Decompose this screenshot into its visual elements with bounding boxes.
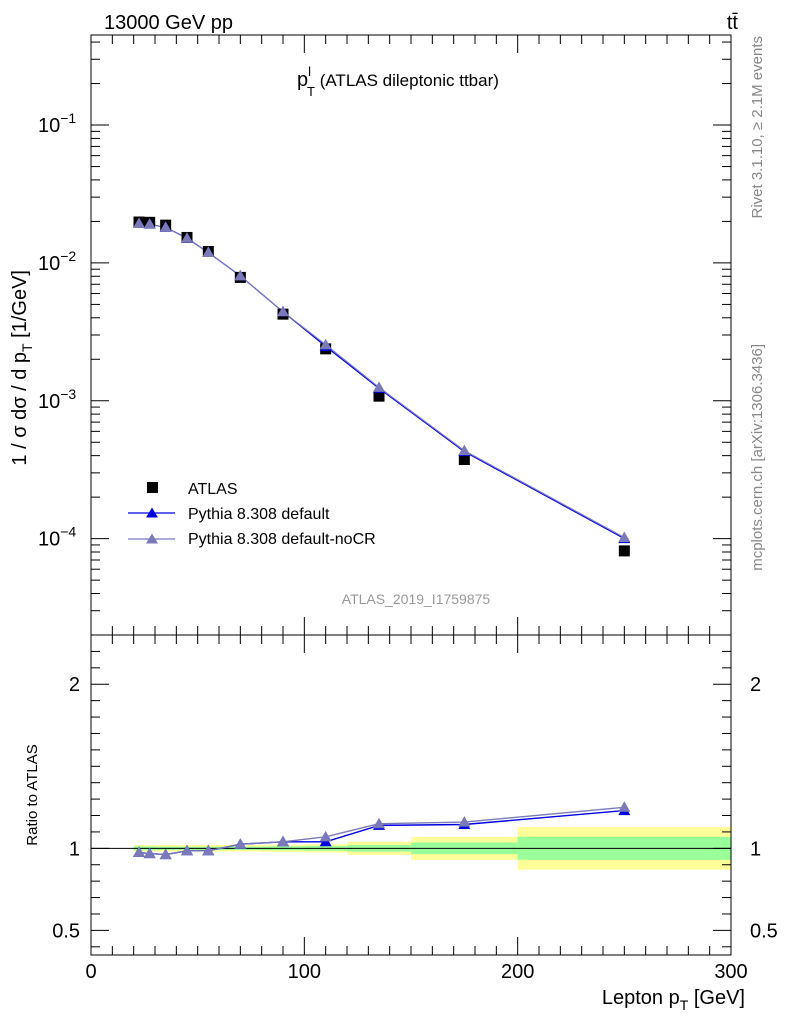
main-mc-point [373, 381, 385, 392]
main-series-markers [133, 216, 631, 557]
main-ytick-label: 10−1 [38, 110, 76, 137]
ratio-series-markers [133, 801, 631, 860]
ratio-xlabel: Lepton pT [GeV] [602, 987, 745, 1013]
main-mc-point [277, 305, 289, 317]
legend-label-default: Pythia 8.308 default [188, 506, 330, 523]
main-mc-point [618, 531, 631, 542]
main-ytick-label-exponent: −4 [60, 524, 76, 540]
legend-label-nocr: Pythia 8.308 default-noCR [188, 531, 376, 548]
main-ytick-label-base: 10 [38, 115, 60, 137]
main-ytick-label: 10−4 [38, 524, 76, 551]
main-plot-frame [90, 34, 732, 636]
ratio-xtick-label: 300 [714, 961, 747, 983]
main-data-point [618, 545, 630, 557]
main-ytick-label-base: 10 [38, 391, 60, 413]
ratio-axes: 0.5 0.5 1 1 2 2 0 100 200 300 [52, 634, 778, 983]
ratio-ylabel: Ratio to ATLAS [24, 744, 41, 845]
ratio-xlabel-text: Lepton p [602, 987, 680, 1009]
main-ytick-label-exponent: −2 [60, 248, 76, 264]
main-mc-point [319, 338, 332, 350]
ratio-mc-point [618, 801, 631, 812]
ratio-ytick-label-right: 2 [750, 674, 761, 696]
main-title-superscript: l [308, 64, 311, 79]
main-ytick-label: 10−3 [38, 386, 76, 413]
ratio-ytick-label-left: 1 [69, 838, 80, 860]
header-process-label: tt̄ [727, 12, 739, 34]
legend: ATLAS Pythia 8.308 default Pythia 8.308 … [128, 481, 376, 548]
main-ytick-label: 10−2 [38, 248, 76, 275]
main-data-point [458, 454, 470, 466]
ratio-mc-point [277, 835, 289, 847]
main-ytick-label-exponent: −1 [60, 110, 76, 126]
main-ytick-label-base: 10 [38, 529, 60, 551]
analysis-watermark: ATLAS_2019_I1759875 [342, 591, 491, 607]
ratio-xlabel-unit: [GeV] [688, 987, 745, 1009]
ratio-xlabel-subscript: T [680, 997, 689, 1013]
main-title: pl T (ATLAS dileptonic ttbar) [297, 64, 499, 99]
ratio-ytick-label-left: 0.5 [52, 920, 80, 942]
main-ytick-label-exponent: −3 [60, 386, 76, 402]
main-ylabel: 1 / σ dσ / d pT [1/GeV] [9, 270, 35, 466]
main-title-text: (ATLAS dileptonic ttbar) [315, 71, 499, 90]
ratio-xtick-label: 200 [501, 961, 534, 983]
ratio-xtick-label: 100 [288, 961, 321, 983]
main-title-var: p [297, 69, 308, 91]
ratio-mc-point [373, 817, 385, 829]
legend-marker-atlas [147, 482, 158, 493]
header-energy-label: 13000 GeV pp [104, 12, 233, 34]
legend-marker-default [146, 507, 158, 518]
main-title-subscript: T [307, 84, 315, 99]
main-ytick-label-base: 10 [38, 253, 60, 275]
ratio-mc-point [143, 847, 156, 859]
main-mc-point [234, 269, 247, 281]
ratio-mc-point [458, 816, 471, 827]
ratio-mc-point [202, 844, 215, 856]
ratio-ytick-label-left: 2 [69, 674, 80, 696]
ratio-mc-point [133, 846, 145, 857]
main-mc-point [181, 232, 193, 243]
ratio-ytick-label-right: 1 [750, 838, 761, 860]
main-ylabel-subscript: T [19, 343, 35, 352]
ratio-ytick-label-right: 0.5 [750, 920, 778, 942]
ratio-mc-point [159, 848, 172, 860]
main-mc-point [143, 218, 156, 229]
mcplots-label: mcplots.cern.ch [arXiv:1306.3436] [749, 344, 766, 571]
legend-label-atlas: ATLAS [188, 481, 238, 498]
main-data-point [373, 390, 385, 402]
main-mc-point [458, 444, 471, 456]
main-ylabel-text: 1 / σ dσ / d p [9, 352, 31, 466]
ratio-xtick-label: 0 [85, 961, 96, 983]
ratio-mc-point [319, 830, 332, 842]
legend-marker-nocr [146, 533, 158, 544]
main-axes: 10−110−210−310−4 [38, 35, 732, 636]
main-mc-point [133, 217, 145, 229]
ratio-mc-point [181, 844, 193, 856]
ratio-plot-frame [90, 634, 732, 956]
ratio-mc-point [234, 838, 247, 849]
rivet-version-label: Rivet 3.1.10, ≥ 2.1M events [749, 36, 766, 219]
main-ylabel-unit: [1/GeV] [9, 270, 31, 343]
main-mc-point [159, 221, 172, 232]
main-mc-point [202, 246, 215, 257]
